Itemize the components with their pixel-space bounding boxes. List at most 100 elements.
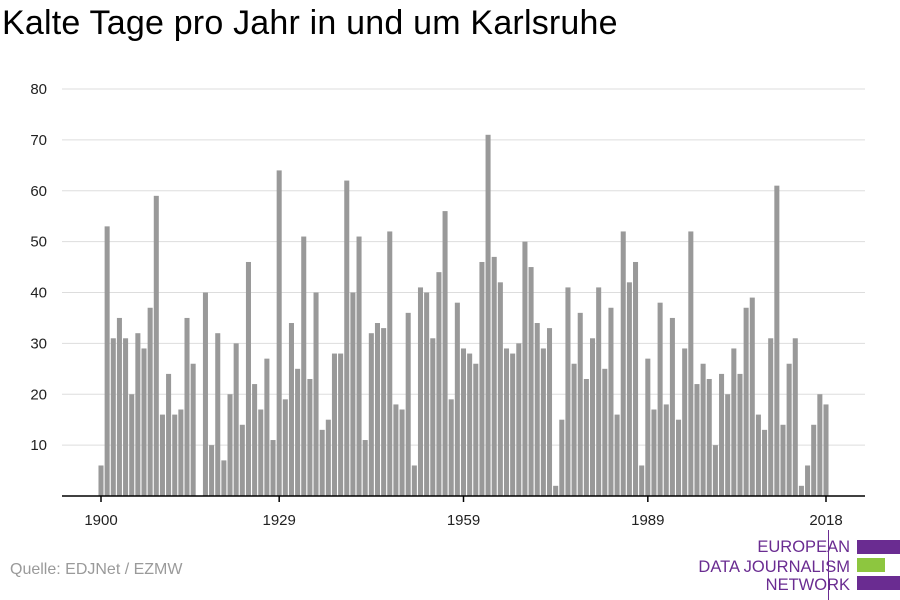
bar-1939 [338,353,344,496]
bar-1905 [129,394,135,496]
bar-2014 [798,485,804,496]
bar-1956 [442,211,448,496]
bar-1913 [178,409,184,496]
bar-2010 [774,185,780,496]
x-tick-label: 1989 [631,512,664,529]
y-tick-label: 70 [30,132,47,149]
bar-1953 [424,292,430,496]
logo-line-2: DATA JOURNALISM [698,558,850,576]
chart-title: Kalte Tage pro Jahr in und um Karlsruhe [2,4,618,42]
y-tick-label: 50 [30,234,47,251]
bar-1992 [663,404,669,496]
bar-1980 [590,338,596,496]
bar-1999 [706,378,712,496]
bar-1989 [645,358,651,496]
bar-2000 [712,445,718,497]
bar-chart: 10 20 30 40 50 60 70 80 1900 1929 1959 1989 2018 [30,81,865,529]
bar-2016 [811,424,817,496]
bar-1973 [546,328,553,496]
bar-1908 [147,307,153,496]
bar-1987 [633,261,639,496]
bar-1929 [276,170,282,496]
bar-2015 [805,465,811,496]
bar-1975 [559,419,565,496]
bar-1917 [202,292,208,496]
bar-1945 [374,323,380,496]
bar-1982 [602,368,608,496]
bar-1978 [577,312,583,496]
bar-1944 [368,333,374,496]
bar-1977 [571,363,577,496]
bar-1951 [411,465,417,496]
bar-1995 [682,348,688,496]
bar-2009 [768,338,774,496]
bar-1925 [252,384,258,496]
bar-1991 [657,302,663,496]
bar-1910 [159,414,165,496]
bar-1904 [123,338,129,496]
edjnet-logo: EUROPEAN DATA JOURNALISM NETWORK [698,530,900,600]
bar-1993 [669,317,675,496]
bar-2001 [719,373,725,496]
bar-2011 [780,424,786,496]
bars [98,134,829,497]
bar-1996 [688,231,694,496]
bar-1965 [497,282,503,496]
bar-1940 [344,180,350,496]
bar-1922 [233,343,239,497]
bar-1928 [270,440,276,496]
bar-1955 [436,272,442,496]
bar-1949 [399,409,405,496]
bar-1988 [639,465,645,496]
bar-1976 [565,287,571,496]
bar-1950 [405,312,411,496]
bar-1942 [356,236,362,497]
bar-1997 [694,384,700,496]
bar-1994 [676,419,682,496]
bar-1968 [516,343,522,497]
bar-1937 [325,419,331,496]
bar-1930 [282,399,288,496]
bar-1923 [239,424,245,496]
bar-1906 [135,333,141,496]
bar-1933 [301,236,307,497]
bar-1998 [700,363,706,496]
bar-1907 [141,348,147,496]
bar-2006 [749,297,755,496]
source-note: Quelle: EDJNet / EZMW [10,561,183,578]
bar-1979 [583,378,589,496]
logo-green-bar [857,558,885,572]
logo-purple-bar-top [857,540,900,554]
bar-2004 [737,373,743,496]
bar-1983 [608,307,614,496]
bar-1981 [596,287,602,496]
bar-1958 [454,302,460,496]
axes: 10 20 30 40 50 60 70 80 1900 1929 1959 1989 2018 [30,81,865,529]
bar-1964 [491,256,497,496]
bar-1943 [362,440,368,496]
y-tick-label: 40 [30,285,47,302]
bar-1960 [467,353,473,496]
bar-2007 [755,414,761,496]
bar-1915 [190,363,196,496]
x-tick-label: 1900 [84,512,117,529]
bar-1984 [614,414,620,496]
bar-2012 [786,363,792,496]
bar-1971 [534,323,540,496]
bar-2013 [792,338,798,496]
bar-1961 [473,363,479,496]
bar-1959 [460,348,467,496]
x-tick-label: 1929 [262,512,295,529]
bar-1966 [503,348,510,496]
bar-1931 [288,323,294,496]
bar-1970 [528,267,534,496]
bar-1954 [430,338,436,496]
bar-1909 [153,195,159,496]
bar-1967 [510,353,516,496]
bar-1934 [307,378,313,496]
bar-1938 [331,353,337,496]
bar-1927 [264,358,270,496]
x-tick-label: 2018 [809,512,842,529]
bar-1901 [104,226,110,497]
bar-1932 [295,368,301,496]
